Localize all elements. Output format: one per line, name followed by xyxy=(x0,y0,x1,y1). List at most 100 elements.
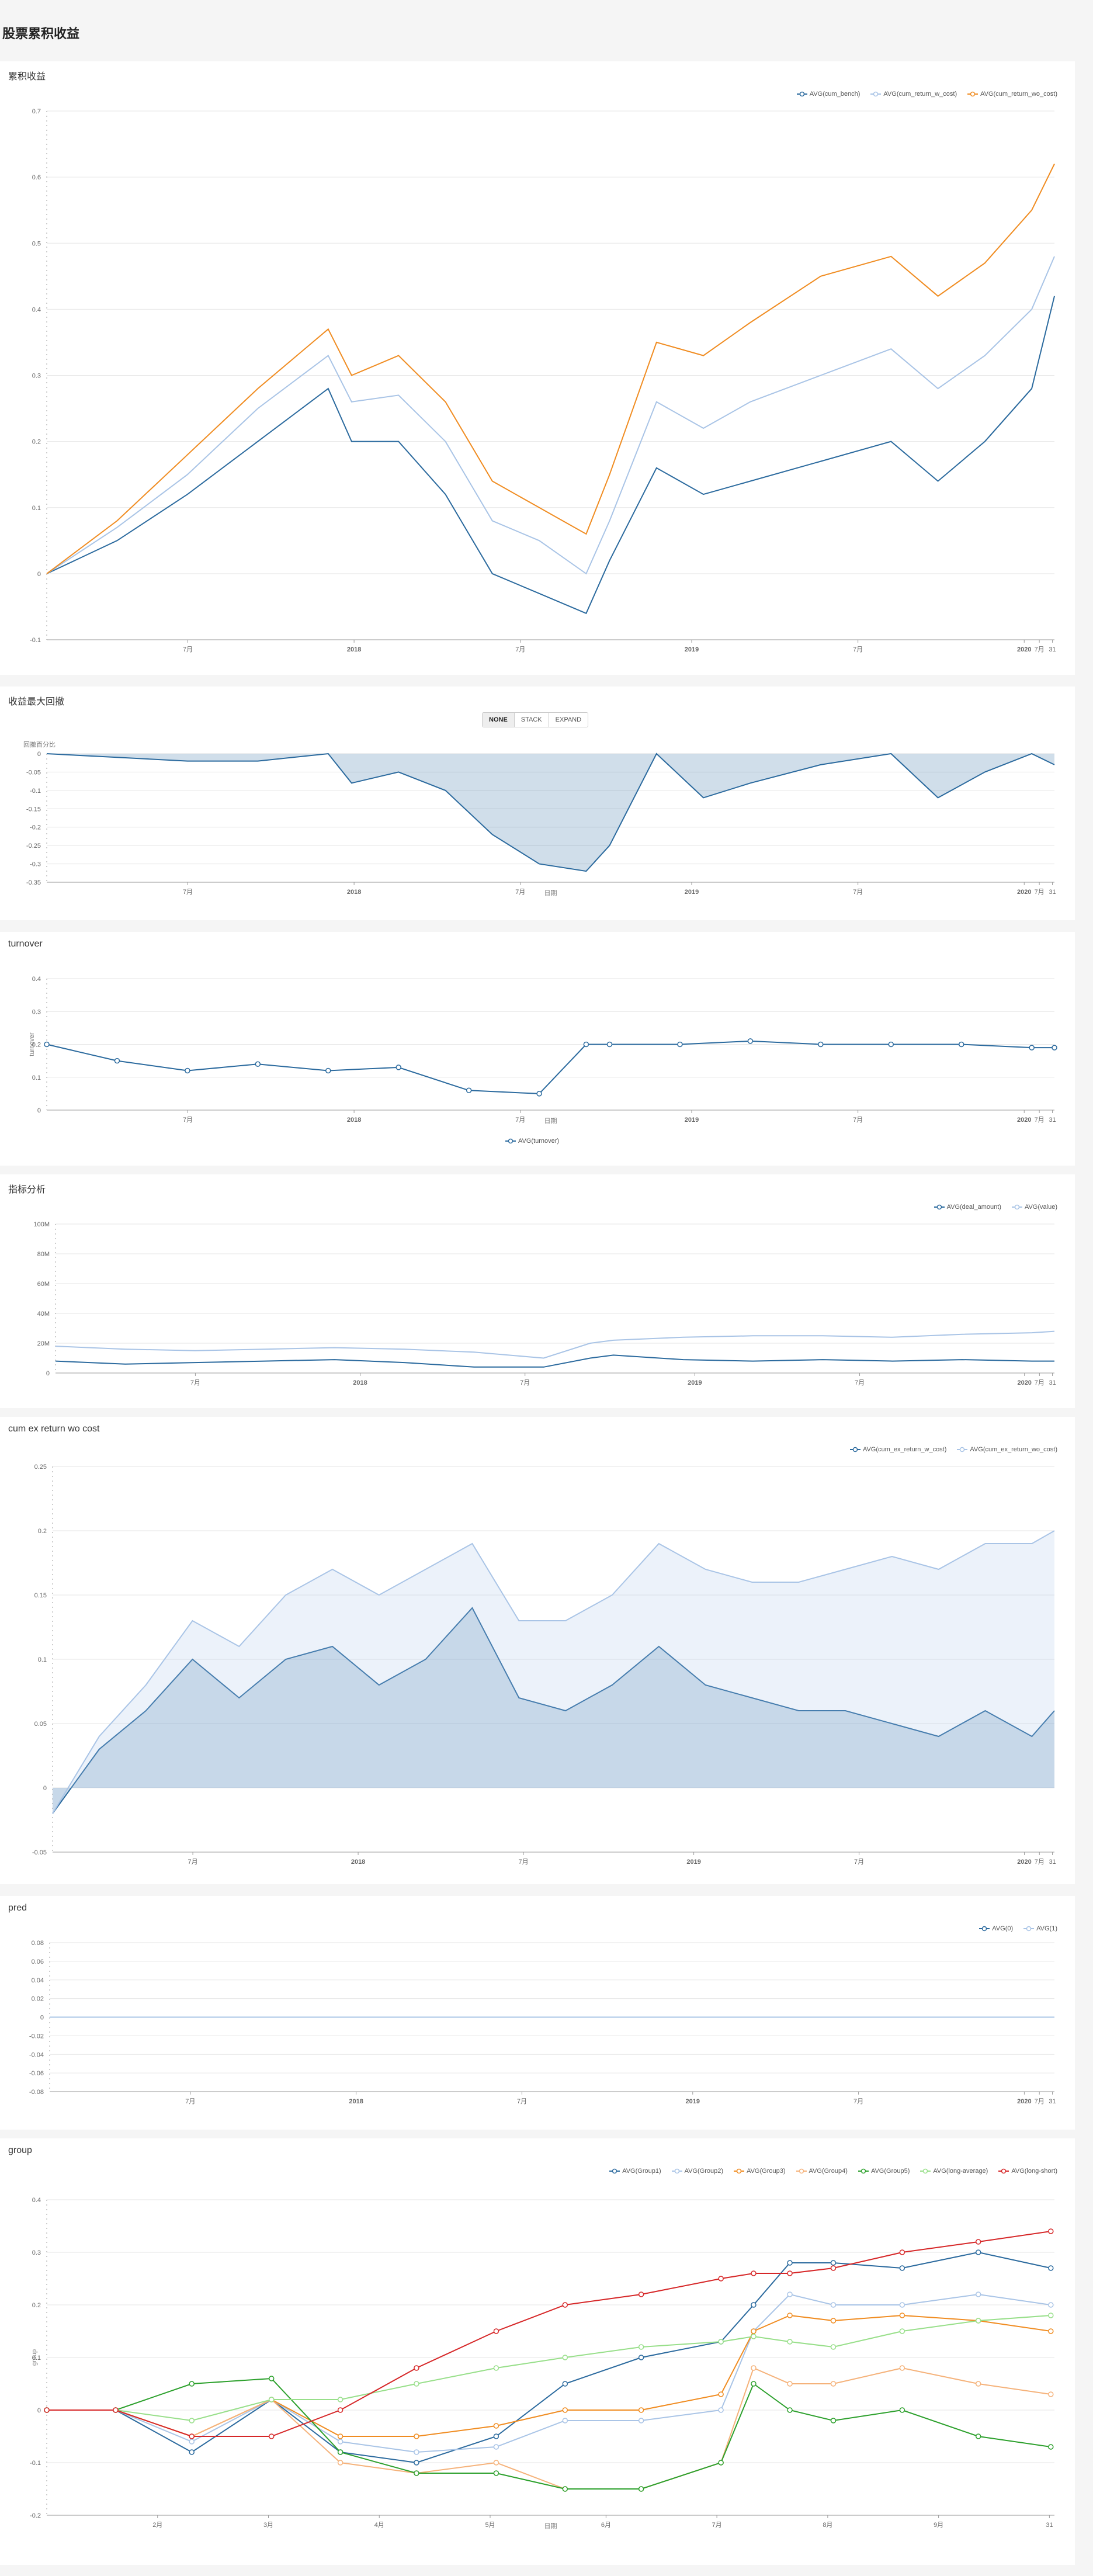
legend-item[interactable]: AVG(deal_amount) xyxy=(934,1204,1001,1211)
x-tick-label: 31 xyxy=(1049,1117,1056,1124)
data-point xyxy=(638,2486,644,2492)
data-point xyxy=(414,2381,419,2387)
data-point xyxy=(493,2433,499,2439)
legend-item[interactable]: AVG(Group1) xyxy=(609,2168,661,2175)
legend-item[interactable]: AVG(long-short) xyxy=(998,2168,1057,2175)
y-tick-label: -0.1 xyxy=(30,637,41,644)
expand-button[interactable]: EXPAND xyxy=(549,713,588,727)
data-point xyxy=(562,2407,568,2413)
x-tick-label: 2018 xyxy=(347,889,361,896)
legend-item[interactable]: AVG(0) xyxy=(979,1925,1013,1932)
legend-marker-icon xyxy=(979,1926,990,1932)
series-line xyxy=(47,2314,1051,2438)
data-point xyxy=(337,2407,343,2413)
legend-item[interactable]: AVG(cum_ex_return_wo_cost) xyxy=(957,1446,1057,1453)
x-tick-label: 31 xyxy=(1049,2098,1056,2105)
legend-item[interactable]: AVG(1) xyxy=(1023,1925,1057,1932)
legend-item[interactable]: AVG(turnover) xyxy=(505,1138,559,1145)
legend: AVG(0) AVG(1) xyxy=(979,1925,1057,1932)
legend-item[interactable]: AVG(Group3) xyxy=(734,2168,786,2175)
data-point xyxy=(830,2381,837,2387)
data-point xyxy=(1029,1045,1035,1050)
chart-card-cum: 累积收益 AVG(cum_bench) AVG(cum_return_w_cost… xyxy=(0,61,1075,675)
series-line xyxy=(47,2315,1051,2422)
chart-cum: -0.1 0 0.1 0.2 0.3 0.4 0.5 0.6 0.7 7月 2018 7月 2019 7月… xyxy=(30,108,1056,653)
y-tick-label: 0.1 xyxy=(38,1656,47,1663)
data-point xyxy=(44,1041,50,1048)
legend-item[interactable]: AVG(Group5) xyxy=(858,2168,910,2175)
y-tick-label: 0.15 xyxy=(34,1592,47,1599)
data-point xyxy=(337,2433,343,2439)
x-axis-label: 日期 xyxy=(544,1117,557,1125)
y-tick-label: -0.05 xyxy=(32,1849,47,1856)
y-tick-label: -0.15 xyxy=(26,806,41,813)
x-tick-label: 7月 xyxy=(515,889,525,896)
legend-marker-icon xyxy=(858,2168,869,2174)
none-button[interactable]: NONE xyxy=(483,713,515,727)
x-tick-label: 7月 xyxy=(520,1379,530,1386)
data-point xyxy=(751,2381,757,2387)
data-point xyxy=(337,2449,343,2455)
data-point xyxy=(975,2249,981,2255)
y-axis-label: 回撤百分比 xyxy=(23,740,55,748)
data-point xyxy=(493,2365,499,2371)
data-point xyxy=(751,2270,757,2276)
x-tick-label: 7月 xyxy=(183,1117,193,1124)
y-tick-label: 0.2 xyxy=(32,2302,41,2309)
data-point xyxy=(1052,1045,1057,1050)
y-tick-label: 0.4 xyxy=(32,2197,41,2204)
x-tick-label: 7月 xyxy=(1035,1859,1045,1866)
legend-item[interactable]: AVG(long-average) xyxy=(920,2168,988,2175)
data-point xyxy=(255,1061,261,1067)
legend-item[interactable]: AVG(Group2) xyxy=(671,2168,724,2175)
data-point xyxy=(325,1067,331,1074)
y-tick-label: -0.25 xyxy=(26,843,41,850)
series-line xyxy=(47,2231,1051,2437)
legend-item[interactable]: AVG(value) xyxy=(1011,1204,1057,1211)
chart-card-drawdown: 收益最大回撤 NONE STACK EXPAND -0.35 -0.3 -0.25-… xyxy=(0,687,1075,920)
data-point xyxy=(830,2302,837,2308)
x-tick-label: 2019 xyxy=(688,1379,702,1386)
data-point xyxy=(958,1041,964,1048)
stack-button[interactable]: STACK xyxy=(514,713,549,727)
legend-item[interactable]: AVG(cum_return_w_cost) xyxy=(870,91,957,98)
data-point xyxy=(787,2339,793,2345)
chart-drawdown: -0.35 -0.3 -0.25 -0.2 -0.15 -0.1 -0.05 0 7月 2018 7… xyxy=(23,740,1056,897)
data-point xyxy=(113,2407,119,2413)
legend-label: AVG(cum_return_wo_cost) xyxy=(980,91,1057,98)
data-point xyxy=(677,1041,683,1048)
x-tick-label: 6月 xyxy=(601,2522,611,2529)
data-point xyxy=(787,2270,793,2276)
y-tick-label: -0.08 xyxy=(29,2089,44,2096)
data-point xyxy=(562,2381,568,2387)
data-point xyxy=(493,2444,499,2450)
data-point xyxy=(638,2407,644,2413)
chart-excess: -0.05 0 0.05 0.1 0.15 0.2 0.25 7月 2018 7月 2019 7月 20… xyxy=(32,1464,1056,1866)
chart-indicator: 0 20M 40M 60M 80M 100M 7月 2018 7月 2019 7月 2020 7月 31 xyxy=(33,1221,1056,1386)
legend-item[interactable]: AVG(Group4) xyxy=(796,2168,848,2175)
data-point xyxy=(114,1058,120,1064)
data-point xyxy=(562,2355,568,2360)
legend-item[interactable]: AVG(cum_return_wo_cost) xyxy=(967,91,1057,98)
data-point xyxy=(787,2381,793,2387)
legend-marker-icon xyxy=(734,2168,745,2174)
chart-title: group xyxy=(8,2145,32,2155)
legend-item[interactable]: AVG(cum_bench) xyxy=(796,91,860,98)
data-point xyxy=(562,2302,568,2308)
chart-title: 收益最大回撤 xyxy=(8,697,65,707)
x-tick-label: 7月 xyxy=(853,889,863,896)
legend-label: AVG(Group2) xyxy=(684,2168,724,2175)
y-tick-label: 0 xyxy=(40,2015,44,2022)
data-point xyxy=(638,2418,644,2424)
legend-item[interactable]: AVG(cum_ex_return_w_cost) xyxy=(849,1446,946,1453)
y-axis-label: turnover xyxy=(29,1032,36,1056)
y-tick-label: 0.1 xyxy=(32,505,41,512)
y-tick-label: -0.02 xyxy=(29,2033,44,2040)
x-tick-label: 7月 xyxy=(517,2098,527,2105)
x-tick-label: 7月 xyxy=(183,889,193,896)
y-tick-label: 0.3 xyxy=(32,1008,41,1015)
data-point xyxy=(638,2344,644,2350)
legend-marker-icon xyxy=(967,91,979,97)
y-tick-label: 80M xyxy=(37,1251,50,1258)
y-tick-label: -0.35 xyxy=(26,879,41,886)
